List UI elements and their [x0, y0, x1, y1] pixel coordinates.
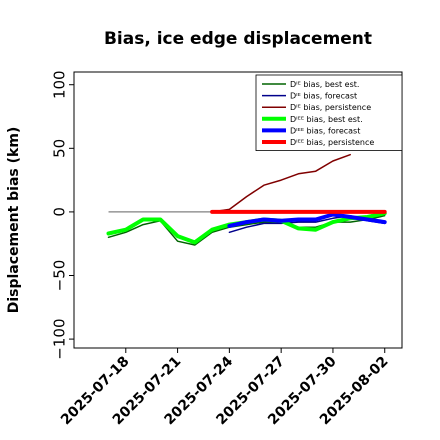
- legend-entry: Dᴵᴱ bias, forecast: [290, 92, 357, 101]
- y-axis-label: Displacement bias (km): [6, 127, 22, 314]
- plot-frame: [73, 71, 403, 349]
- legend-entry: Dᴵᴱ bias, best est.: [290, 80, 359, 89]
- x-axis-ticks: 2025-07-182025-07-212025-07-242025-07-27…: [58, 348, 392, 428]
- series-line-5: [227, 212, 387, 228]
- legend-entry: Dᴵᴱ bias, persistence: [290, 103, 371, 112]
- y-axis-ticks: 100 50 0 −50 −100: [51, 70, 74, 360]
- legend-entry: Dᴵᴱᴱ bias, persistence: [290, 138, 374, 147]
- series-line-3: [211, 153, 351, 213]
- legend-box: [255, 74, 403, 151]
- series-layer: [106, 153, 387, 246]
- y-tick-label: 100: [51, 70, 69, 99]
- legend: Dᴵᴱ bias, best est. Dᴵᴱ bias, forecast Dᴵᴱ…: [255, 74, 403, 151]
- y-tick-label: 50: [51, 139, 69, 158]
- chart-title: Bias, ice edge displacement: [104, 29, 372, 49]
- legend-entry: Dᴵᴱᴱ bias, forecast: [290, 126, 360, 135]
- y-tick-label: −100: [51, 318, 69, 359]
- legend-entry: Dᴵᴱᴱ bias, best est.: [290, 115, 363, 124]
- y-tick-label: 0: [51, 207, 69, 217]
- y-tick-label: −50: [51, 260, 69, 292]
